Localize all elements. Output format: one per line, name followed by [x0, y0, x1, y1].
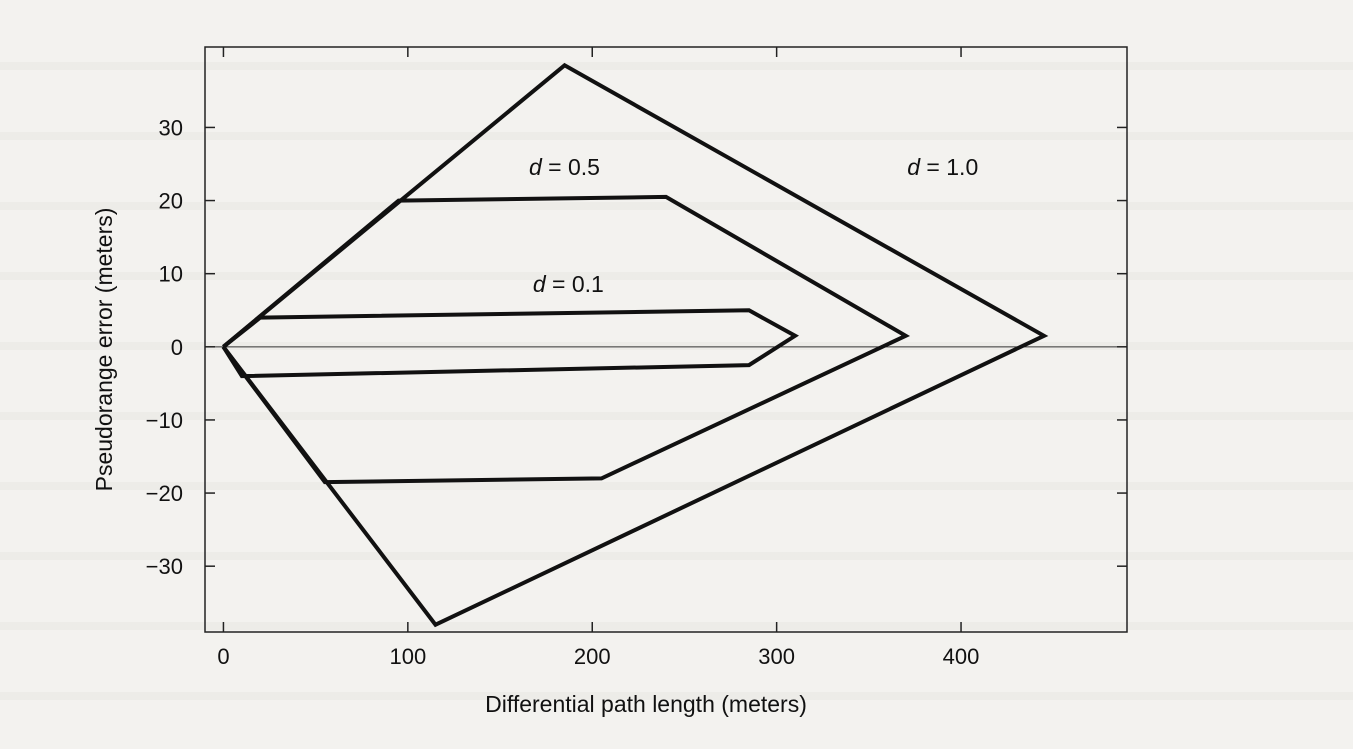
- series-line: [221, 62, 1049, 628]
- y-tick-label: −10: [146, 408, 183, 433]
- y-axis-title: Pseudorange error (meters): [91, 208, 117, 492]
- y-tick-label: 20: [159, 189, 183, 214]
- x-axis-ticks: 0 100 200 300 400: [217, 47, 979, 669]
- series-label: d = 0.1: [533, 271, 604, 297]
- y-tick-label: 10: [159, 262, 183, 287]
- series-labels: d = 0.1 d = 0.5 d = 1.0: [529, 154, 978, 297]
- series-line: [221, 194, 911, 485]
- series-label: d = 1.0: [907, 154, 978, 180]
- y-tick-label: 0: [171, 335, 183, 360]
- y-tick-label: −20: [146, 481, 183, 506]
- series-label: d = 0.5: [529, 154, 600, 180]
- x-tick-label: 100: [389, 644, 426, 669]
- series-line: [221, 308, 800, 379]
- x-tick-label: 200: [574, 644, 611, 669]
- x-tick-label: 400: [943, 644, 980, 669]
- x-tick-label: 0: [217, 644, 229, 669]
- x-tick-label: 300: [758, 644, 795, 669]
- x-axis-title: Differential path length (meters): [485, 691, 807, 717]
- y-tick-label: 30: [159, 115, 183, 140]
- y-axis-ticks: 30 20 10 0 −10 −20 −30: [146, 115, 1127, 579]
- series-lines: [221, 62, 1049, 628]
- y-tick-label: −30: [146, 554, 183, 579]
- plot-frame: [204, 46, 1128, 633]
